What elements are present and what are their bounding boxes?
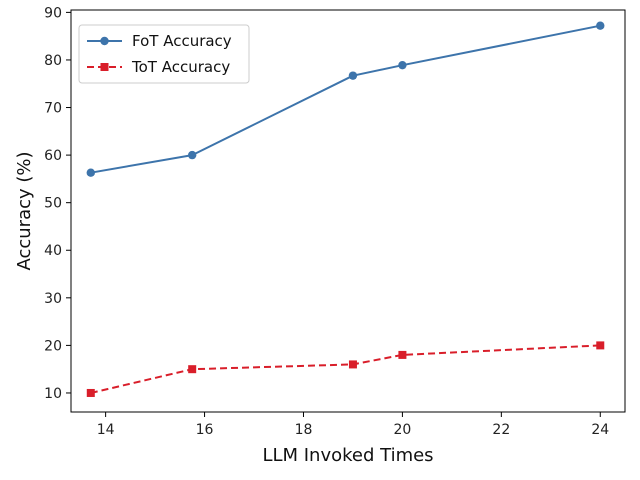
y-tick-label: 90 bbox=[44, 5, 62, 21]
x-axis-label: LLM Invoked Times bbox=[262, 445, 433, 466]
y-axis: 10 20 30 40 50 60 70 80 90 bbox=[44, 5, 71, 402]
y-tick-label: 70 bbox=[44, 101, 62, 117]
x-tick-label: 18 bbox=[295, 422, 313, 438]
x-tick-label: 20 bbox=[393, 422, 411, 438]
data-point bbox=[596, 21, 605, 30]
legend: FoT Accuracy ToT Accuracy bbox=[78, 24, 250, 84]
legend-label: FoT Accuracy bbox=[132, 32, 232, 50]
x-tick-label: 16 bbox=[196, 422, 214, 438]
series-line bbox=[90, 344, 601, 394]
y-tick-label: 80 bbox=[44, 53, 62, 69]
y-tick-label: 60 bbox=[44, 148, 62, 164]
plot-area bbox=[70, 9, 626, 413]
data-point bbox=[596, 341, 605, 350]
legend-label: ToT Accuracy bbox=[131, 58, 230, 76]
y-tick-label: 20 bbox=[44, 338, 62, 354]
x-tick-label: 24 bbox=[591, 422, 609, 438]
plot-frame bbox=[70, 9, 626, 413]
data-point bbox=[187, 150, 197, 160]
data-point bbox=[398, 60, 407, 70]
data-point bbox=[348, 360, 357, 369]
series-layer bbox=[86, 21, 605, 397]
data-point bbox=[348, 71, 358, 80]
y-tick-label: 40 bbox=[44, 243, 62, 259]
y-tick-label: 10 bbox=[44, 386, 62, 402]
data-point bbox=[188, 365, 197, 374]
y-tick-label: 30 bbox=[44, 291, 62, 307]
x-tick-label: 14 bbox=[97, 422, 115, 438]
y-tick-label: 50 bbox=[44, 196, 62, 212]
legend-marker bbox=[100, 63, 109, 71]
legend-marker bbox=[100, 36, 109, 46]
x-axis: 14 16 18 20 22 24 bbox=[97, 412, 609, 438]
x-tick-label: 22 bbox=[492, 422, 510, 438]
series-1 bbox=[86, 341, 605, 397]
data-point bbox=[86, 168, 95, 177]
series-0 bbox=[86, 21, 605, 177]
y-axis-label: Accuracy (%) bbox=[14, 151, 35, 270]
legend-frame bbox=[78, 24, 250, 84]
data-point bbox=[86, 388, 95, 397]
data-point bbox=[398, 350, 407, 359]
